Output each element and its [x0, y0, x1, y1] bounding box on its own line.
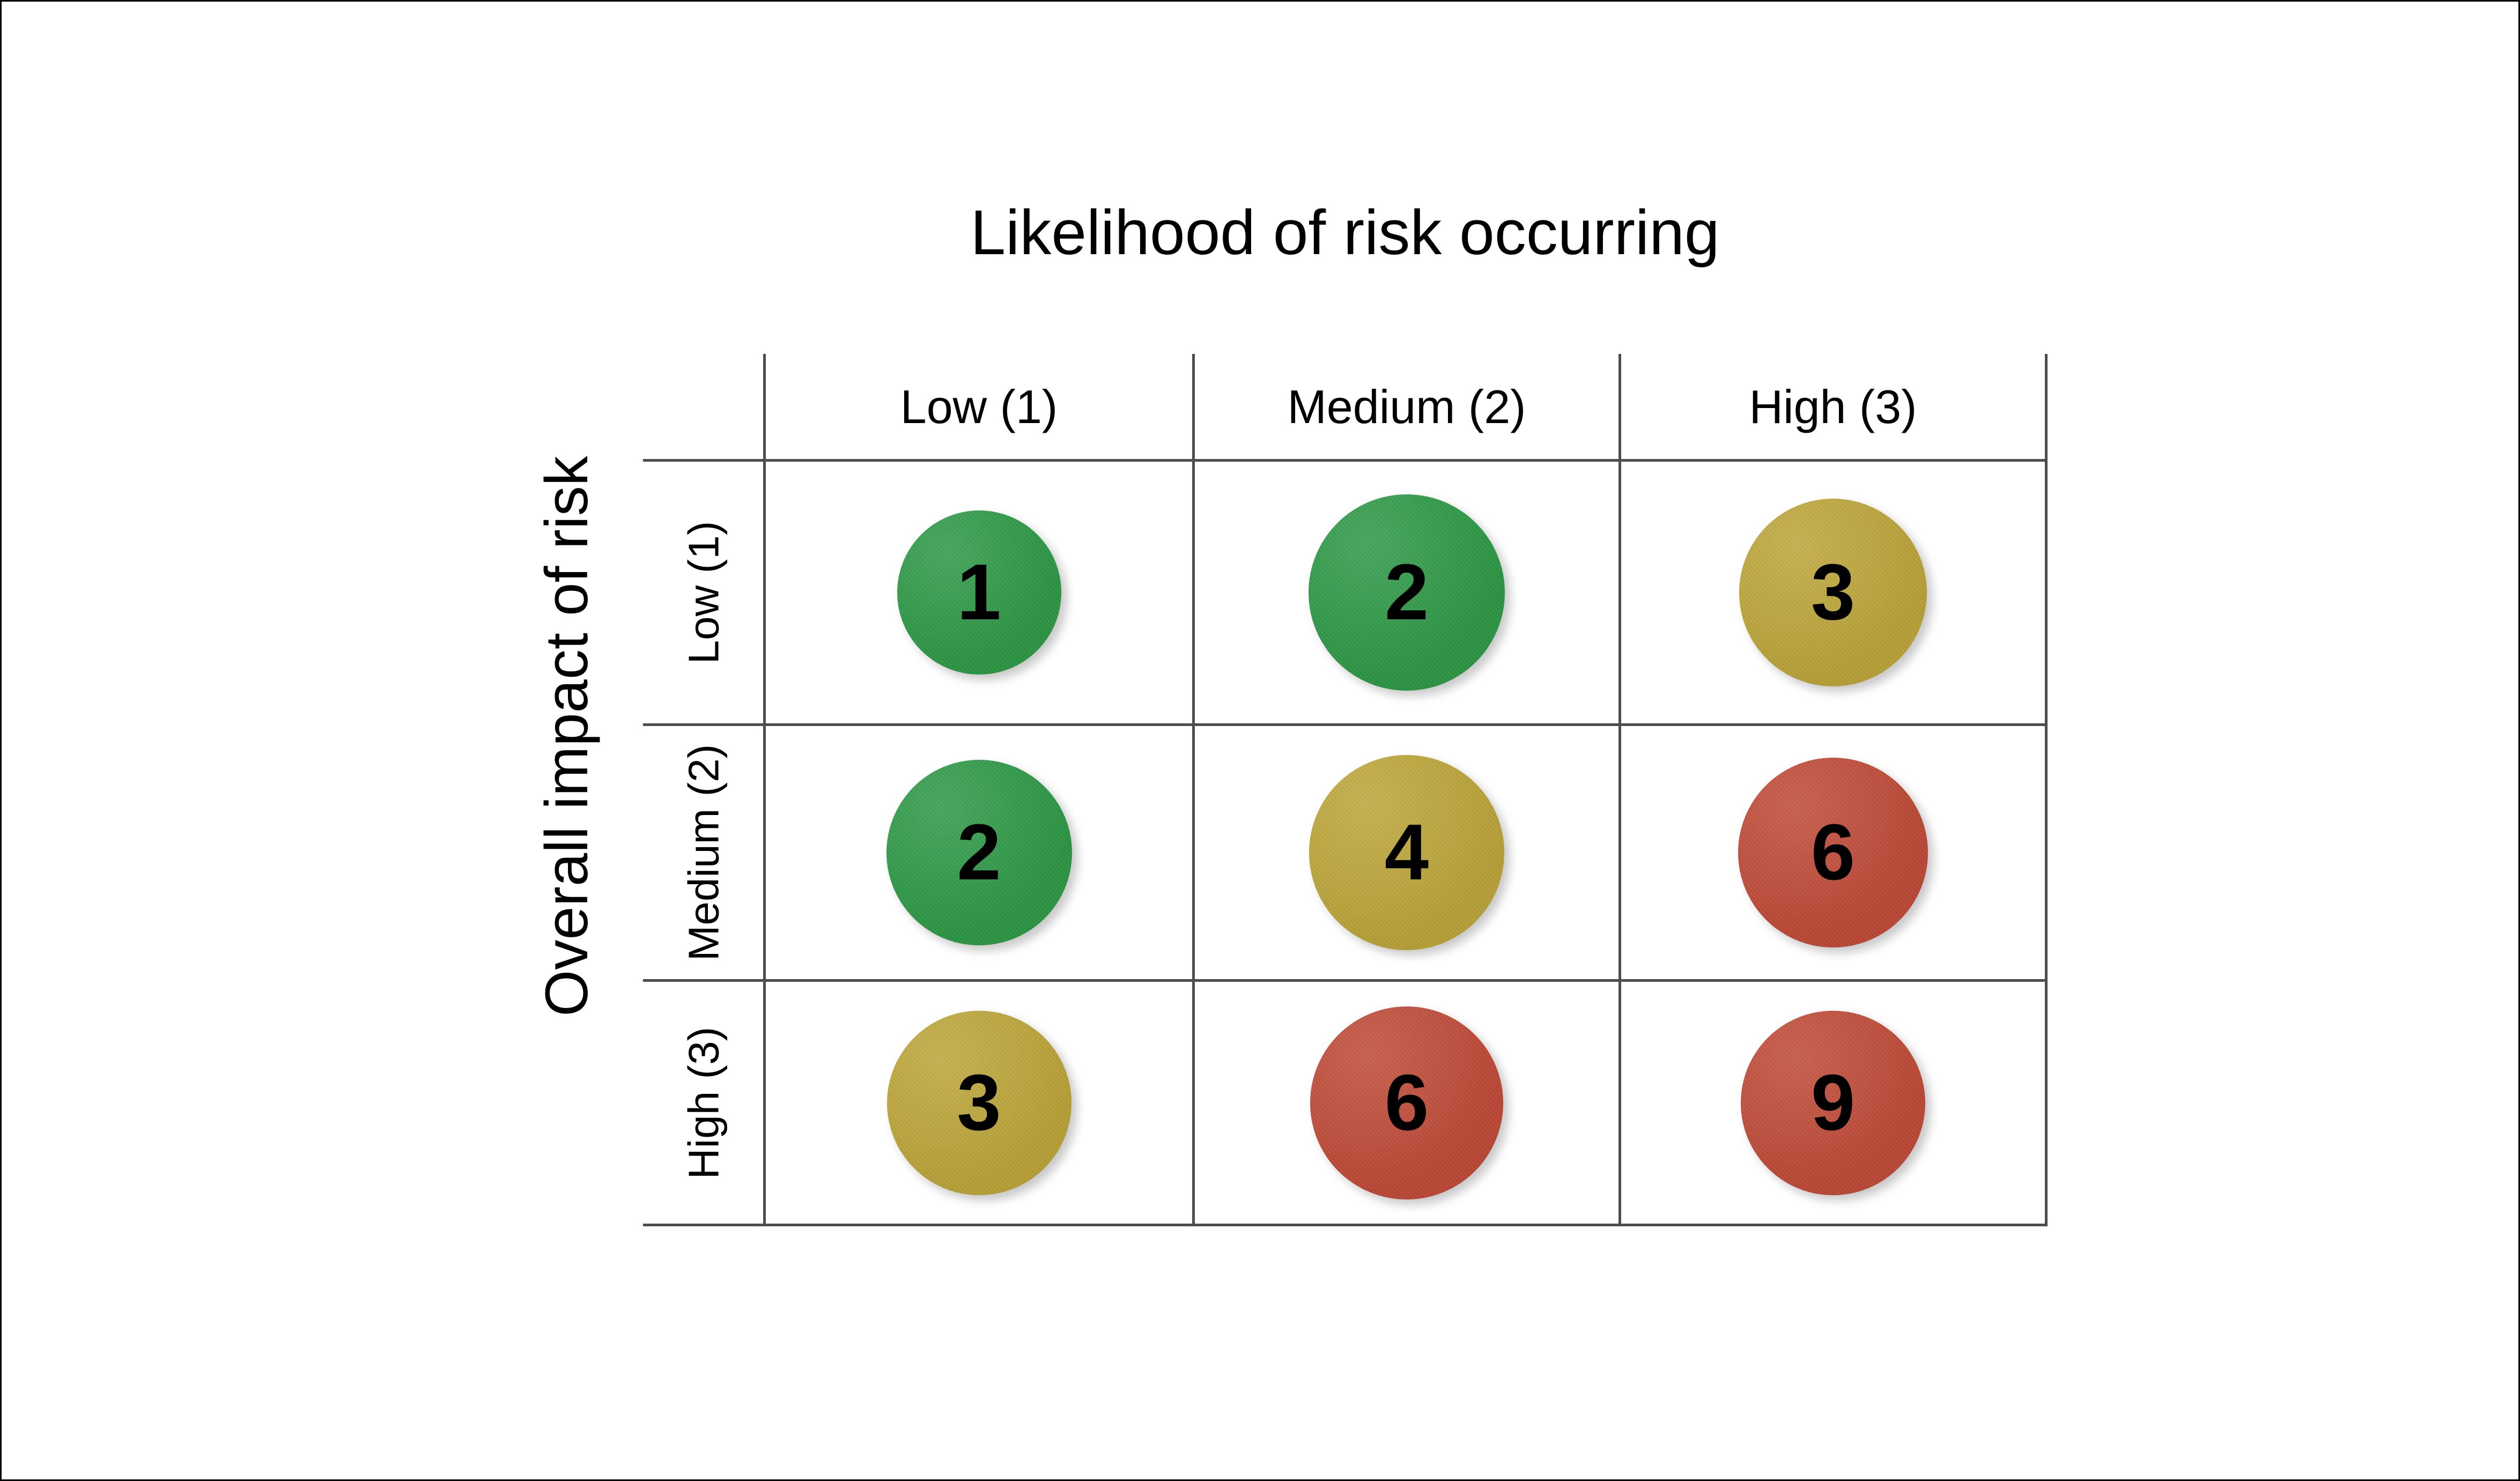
row-header-low: Low (1) [643, 462, 764, 723]
gridline-horizontal-table-bottom [643, 1224, 2047, 1226]
risk-score-circle: 3 [886, 1010, 1071, 1195]
gridline-horizontal-header-bottom [643, 459, 2047, 462]
matrix-cell-low-high[interactable]: 3 [1621, 462, 2045, 723]
risk-score-circle: 4 [1309, 755, 1504, 950]
risk-score-value: 1 [957, 548, 1001, 636]
column-header-low-label: Low (1) [900, 380, 1058, 433]
row-header-medium-label: Medium (2) [679, 744, 727, 961]
risk-score-value: 6 [1384, 1058, 1429, 1147]
matrix-cell-high-high[interactable]: 9 [1621, 982, 2045, 1224]
row-header-high: High (3) [643, 982, 764, 1224]
gridline-vertical-col1-right [1192, 354, 1195, 1226]
matrix-cell-medium-low[interactable]: 2 [766, 726, 1192, 979]
matrix-cell-low-low[interactable]: 1 [766, 462, 1192, 723]
risk-score-value: 3 [1810, 548, 1856, 636]
gridline-vertical-rowlabel-right [763, 354, 766, 1226]
risk-score-value: 2 [957, 808, 1001, 897]
matrix-cell-low-medium[interactable]: 2 [1195, 462, 1619, 723]
gridline-horizontal-row2-bottom [643, 979, 2047, 982]
column-header-high-label: High (3) [1749, 380, 1917, 433]
gridline-vertical-col2-right [1619, 354, 1621, 1226]
row-header-low-label: Low (1) [679, 521, 728, 664]
row-header-medium: Medium (2) [643, 726, 764, 979]
risk-score-value: 2 [1384, 548, 1429, 636]
risk-score-circle: 2 [886, 760, 1072, 945]
risk-score-circle: 2 [1309, 494, 1505, 691]
risk-score-circle: 3 [1739, 499, 1927, 686]
risk-score-value: 9 [1810, 1058, 1856, 1147]
matrix-cell-high-low[interactable]: 3 [766, 982, 1192, 1224]
column-header-high: High (3) [1621, 354, 2045, 460]
matrix-cell-medium-medium[interactable]: 4 [1195, 726, 1619, 979]
risk-score-circle: 1 [897, 510, 1061, 675]
risk-score-value: 3 [957, 1058, 1001, 1147]
matrix-cell-high-medium[interactable]: 6 [1195, 982, 1619, 1224]
row-header-high-label: High (3) [679, 1026, 727, 1179]
risk-score-value: 4 [1384, 808, 1429, 897]
risk-score-value: 6 [1810, 808, 1856, 897]
y-axis-title: Overall impact of risk [533, 456, 600, 1017]
x-axis-title: Likelihood of risk occurring [970, 197, 1720, 268]
gridline-horizontal-row1-bottom [643, 723, 2047, 726]
risk-score-circle: 6 [1738, 758, 1928, 947]
column-header-low: Low (1) [766, 354, 1192, 460]
column-header-medium-label: Medium (2) [1287, 380, 1526, 433]
column-header-medium: Medium (2) [1195, 354, 1619, 460]
risk-score-circle: 9 [1741, 1010, 1925, 1195]
matrix-cell-medium-high[interactable]: 6 [1621, 726, 2045, 979]
risk-score-circle: 6 [1310, 1006, 1503, 1199]
gridline-vertical-table-right [2045, 354, 2048, 1226]
